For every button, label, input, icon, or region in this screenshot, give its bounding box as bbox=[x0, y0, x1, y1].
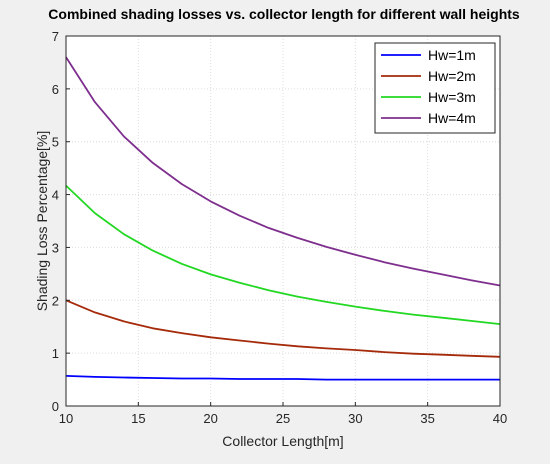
y-tick-label: 6 bbox=[52, 82, 59, 97]
x-tick-label: 20 bbox=[203, 411, 217, 426]
x-tick-label: 35 bbox=[420, 411, 434, 426]
y-tick-label: 7 bbox=[52, 29, 59, 44]
x-tick-label: 25 bbox=[276, 411, 290, 426]
legend-label-2: Hw=2m bbox=[428, 68, 476, 84]
legend-label-1: Hw=1m bbox=[428, 47, 476, 63]
y-axis-label: Shading Loss Percentage[%] bbox=[34, 131, 50, 312]
legend-box bbox=[374, 42, 496, 134]
x-tick-label: 15 bbox=[131, 411, 145, 426]
y-tick-label: 2 bbox=[52, 293, 59, 308]
x-axis-label: Collector Length[m] bbox=[222, 433, 343, 449]
legend: Hw=1m Hw=2m Hw=3m Hw=4m bbox=[374, 42, 496, 134]
x-tick-label: 30 bbox=[348, 411, 362, 426]
legend-label-3: Hw=3m bbox=[428, 89, 476, 105]
series-line-4 bbox=[65, 56, 501, 287]
series-lines bbox=[65, 56, 501, 381]
series-line-3 bbox=[65, 184, 501, 325]
y-tick-label: 5 bbox=[52, 135, 59, 150]
y-tick-label: 0 bbox=[52, 399, 59, 414]
y-tick-label: 4 bbox=[52, 188, 59, 203]
y-tick-label: 3 bbox=[52, 240, 59, 255]
grid bbox=[66, 36, 500, 406]
series-line-1 bbox=[65, 375, 500, 381]
axis-ticks: 10 15 20 25 30 35 40 0 1 2 3 4 5 6 7 bbox=[52, 29, 507, 426]
x-tick-label: 40 bbox=[493, 411, 507, 426]
legend-label-4: Hw=4m bbox=[428, 110, 476, 126]
chart-title: Combined shading losses vs. collector le… bbox=[48, 6, 520, 22]
x-tick-label: 10 bbox=[59, 411, 73, 426]
series-line-2 bbox=[65, 299, 501, 358]
y-tick-label: 1 bbox=[52, 346, 59, 361]
